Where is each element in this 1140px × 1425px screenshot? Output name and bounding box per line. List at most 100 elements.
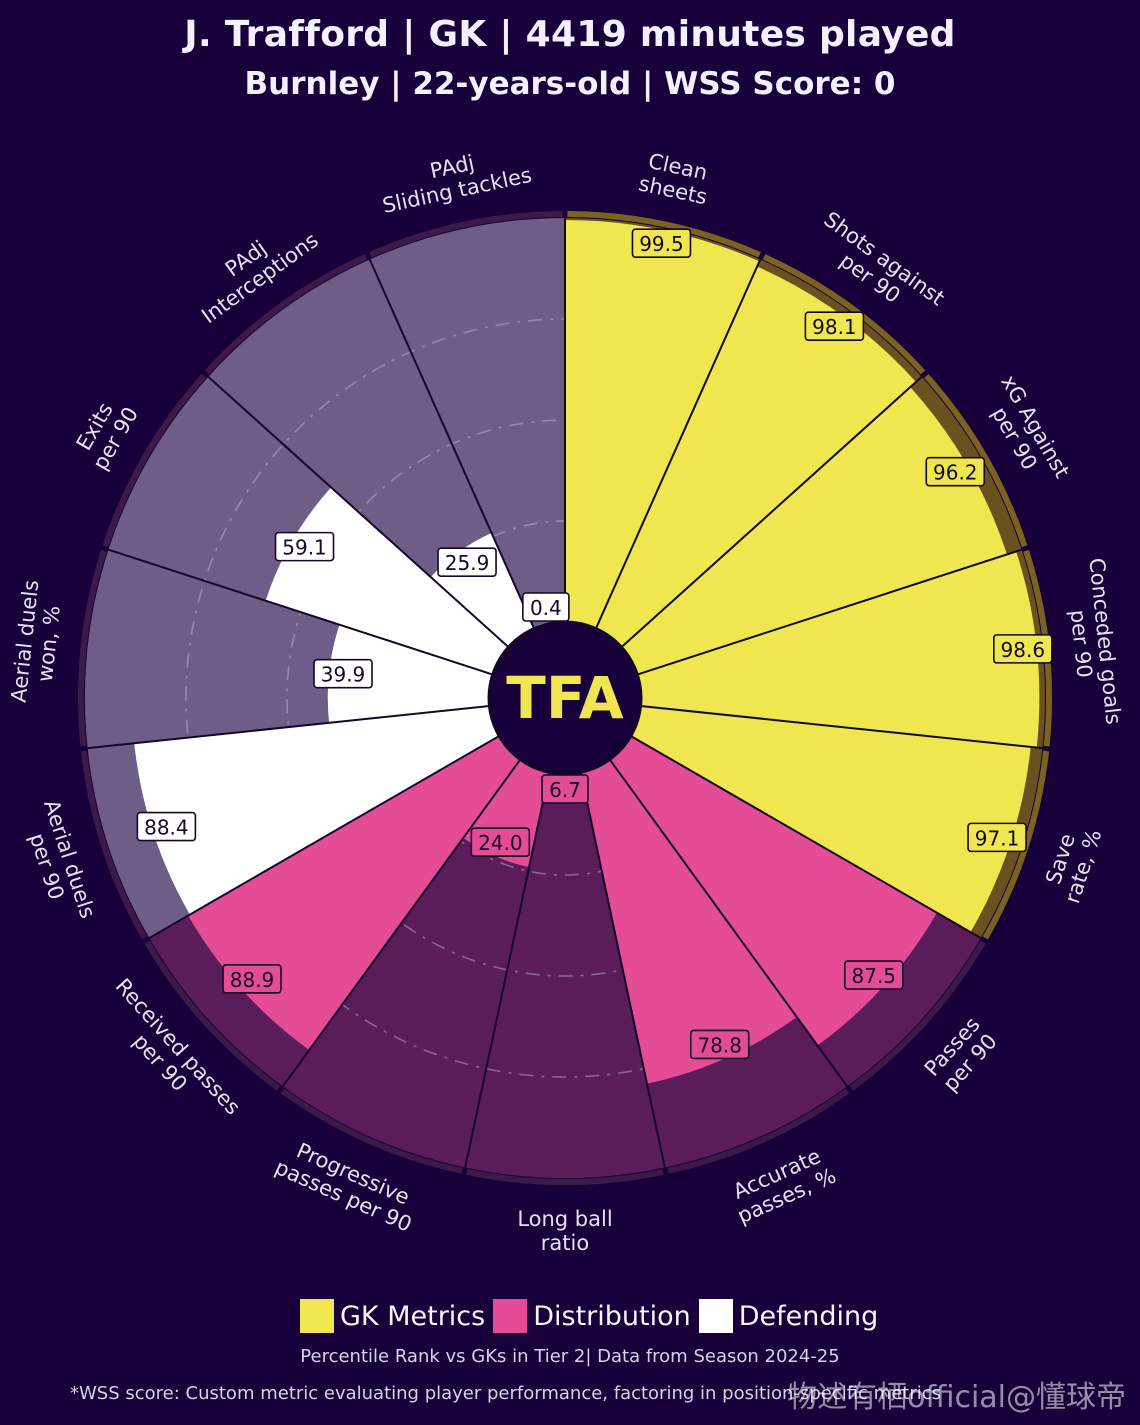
outer-arc-9 (144, 940, 281, 1091)
legend-swatch-distribution (493, 1299, 528, 1333)
slice-value-1 (595, 266, 917, 648)
value-label-6: 78.8 (697, 1033, 742, 1057)
divider-4 (640, 704, 1043, 750)
slice-bg-7 (465, 772, 665, 1178)
divider-3 (636, 548, 1022, 676)
disclaimer: *WSS score: Custom metric evaluating pla… (70, 1383, 942, 1404)
divider-10 (148, 735, 500, 939)
outer-arc-13 (204, 254, 368, 375)
value-label-9: 88.9 (230, 968, 275, 992)
value-label-8: 24.0 (478, 831, 523, 855)
divider-14 (368, 259, 536, 629)
divider-6 (608, 758, 848, 1087)
value-box-9 (222, 964, 282, 994)
slice-value-4 (630, 705, 1031, 933)
value-box-11 (313, 658, 373, 689)
value-box-1 (804, 311, 865, 342)
logo-circle (487, 620, 643, 776)
outer-arc-2 (924, 373, 1028, 548)
value-label-14: 0.4 (530, 596, 562, 620)
divider-12 (108, 548, 494, 676)
value-box-14 (522, 592, 570, 622)
value-box-4 (967, 822, 1027, 853)
outer-arc-6 (667, 1088, 850, 1174)
value-label-0: 99.5 (639, 232, 684, 256)
divider-1 (594, 259, 762, 629)
legend-swatch-gk (300, 1299, 334, 1333)
divider-8 (464, 772, 551, 1168)
outer-arc-8 (280, 1088, 463, 1174)
logo-text: TFA (506, 664, 624, 732)
value-label-12: 59.1 (282, 536, 327, 560)
value-box-3 (993, 634, 1053, 664)
slice-bg-8 (282, 759, 550, 1168)
legend-item-defending: Defending (698, 1299, 879, 1333)
legend-label-distribution: Distribution (533, 1300, 691, 1332)
value-box-5 (843, 960, 904, 990)
divider-7 (579, 772, 666, 1168)
footnote: Percentile Rank vs GKs in Tier 2| Data f… (300, 1346, 840, 1367)
legend-swatch-defending (698, 1299, 733, 1333)
divider-2 (620, 376, 923, 648)
slice-value-10 (134, 705, 500, 915)
slice-value-3 (637, 551, 1040, 748)
divider-5 (630, 735, 982, 939)
value-label-2: 96.2 (933, 461, 978, 485)
slice-value-0 (565, 220, 760, 629)
slice-value-11 (327, 624, 493, 723)
value-box-12 (274, 531, 335, 562)
outer-arc-0 (567, 211, 761, 258)
outer-arc-10 (80, 750, 148, 940)
value-box-6 (689, 1029, 750, 1060)
outer-arc-1 (762, 254, 926, 375)
legend-item-distribution: Distribution (493, 1299, 691, 1333)
outer-arc-12 (102, 373, 206, 548)
value-label-11: 39.9 (321, 663, 366, 687)
slice-dividers (87, 218, 1043, 1168)
watermark: 物述有栖official@懂球帝 (787, 1380, 1126, 1415)
chart-title: J. Trafford | GK | 4419 minutes played (184, 14, 956, 55)
category-label-line: ratio (541, 1231, 589, 1255)
value-labels: 99.5 98.1 96.2 98.6 97.1 87.5 78.8 6.7 24.0 88.9 8… (136, 228, 1053, 1060)
value-label-13: 25.9 (445, 551, 490, 575)
outer-arc-11 (78, 549, 107, 747)
value-label-3: 98.6 (1001, 638, 1046, 662)
slice-value-2 (621, 387, 1007, 675)
outer-arc-7 (466, 1168, 664, 1185)
value-box-2 (925, 456, 986, 487)
legend-item-gk: GK Metrics (300, 1299, 485, 1333)
value-label-10: 88.4 (144, 816, 189, 840)
outer-arc-14 (369, 211, 563, 258)
category-label-line: Long ball (517, 1207, 612, 1231)
value-box-10 (136, 811, 197, 842)
chart-subtitle: Burnley | 22-years-old | WSS Score: 0 (244, 66, 896, 102)
legend-label-defending: Defending (738, 1300, 879, 1332)
value-box-13 (437, 547, 497, 577)
legend: GK Metrics Distribution Defending (300, 1296, 980, 1336)
slice-bg-14 (369, 218, 565, 629)
divider-11 (87, 704, 490, 750)
value-box-0 (631, 228, 692, 258)
outer-arc-5 (849, 940, 986, 1091)
divider-13 (207, 376, 510, 648)
value-label-1: 98.1 (812, 315, 857, 339)
value-box-8 (470, 827, 531, 858)
divider-9 (282, 758, 522, 1087)
slice-value-6 (580, 759, 797, 1084)
center-logo: TFA (487, 620, 643, 776)
legend-label-gk: GK Metrics (340, 1300, 486, 1332)
pizza-chart: 99.5 98.1 96.2 98.6 97.1 87.5 78.8 6.7 24.0 88.9 8… (7, 149, 1126, 1255)
value-label-4: 97.1 (975, 826, 1020, 850)
value-label-7: 6.7 (549, 778, 581, 802)
value-label-5: 87.5 (852, 964, 897, 988)
